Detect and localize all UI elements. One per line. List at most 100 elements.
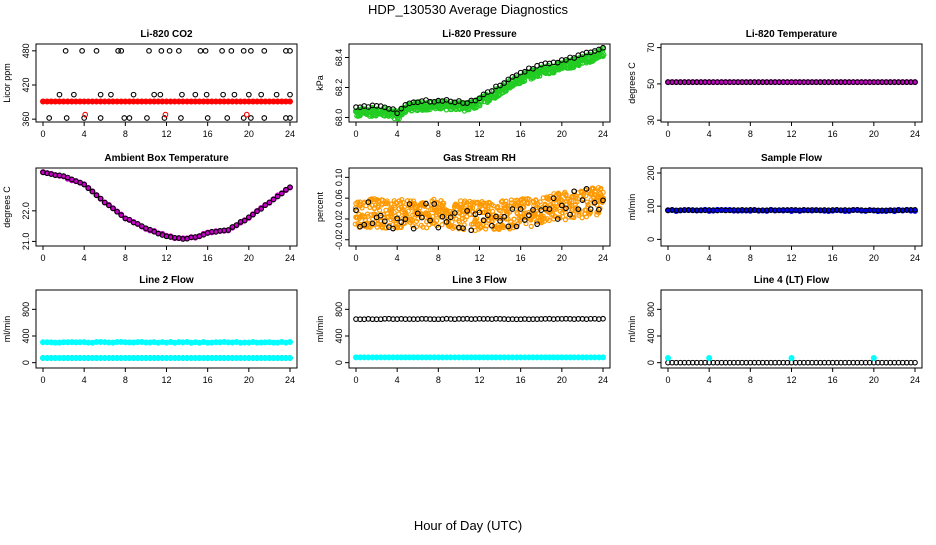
x-tick-label: 20 — [557, 253, 567, 263]
data-point — [81, 181, 88, 188]
data-point — [501, 80, 508, 86]
data-point — [585, 201, 591, 208]
data-point — [562, 206, 568, 213]
data-point — [287, 115, 293, 121]
x-tick-label: 24 — [598, 253, 608, 263]
y-tick-label: 800 — [646, 302, 656, 317]
series-group — [665, 206, 919, 215]
data-point — [579, 215, 585, 221]
data-point — [219, 47, 225, 54]
data-point — [464, 100, 471, 106]
series-group — [665, 79, 919, 86]
data-point — [266, 199, 273, 206]
x-tick-label: 0 — [353, 253, 358, 263]
data-point — [468, 205, 474, 211]
series-group — [40, 338, 293, 361]
data-point — [63, 115, 70, 121]
x-tick-label: 0 — [665, 253, 670, 263]
x-tick-label: 24 — [598, 375, 608, 385]
data-point — [377, 207, 383, 213]
data-point — [571, 55, 578, 61]
data-point — [503, 198, 509, 204]
data-point — [118, 212, 125, 218]
series-line3_flow_points — [353, 315, 606, 323]
data-point — [546, 217, 552, 223]
data-point — [463, 202, 469, 208]
data-point — [192, 91, 199, 98]
data-point — [162, 111, 169, 118]
data-point — [459, 212, 465, 218]
series-pressure_points — [353, 44, 606, 117]
y-axis-label: ml/min — [315, 316, 325, 343]
x-tick-label: 8 — [748, 129, 753, 139]
panel-title: Ambient Box Temperature — [104, 153, 229, 164]
data-point — [179, 91, 185, 98]
data-point — [597, 186, 604, 193]
data-point — [541, 218, 548, 224]
x-tick-label: 20 — [557, 375, 567, 385]
data-point — [513, 72, 520, 79]
data-point — [398, 105, 405, 112]
x-tick-label: 16 — [828, 129, 838, 139]
x-tick-label: 12 — [161, 375, 171, 385]
data-point — [567, 211, 573, 218]
data-point — [261, 115, 268, 121]
data-point — [233, 222, 240, 228]
x-tick-label: 24 — [598, 129, 608, 139]
data-point — [224, 115, 231, 121]
data-point — [530, 207, 536, 213]
data-point — [559, 210, 565, 216]
panel-co2: Li-820 CO2 0 4 8 12 16 20 24 360 420 480 Licor ppm — [2, 29, 298, 139]
data-point — [517, 206, 524, 212]
data-point — [505, 223, 512, 230]
data-point — [576, 207, 583, 213]
data-point — [501, 88, 508, 94]
data-point — [546, 206, 553, 213]
x-tick-label: 8 — [123, 253, 128, 263]
data-point — [493, 213, 499, 220]
data-point — [93, 47, 100, 54]
data-point — [202, 47, 209, 54]
data-point — [554, 204, 560, 210]
data-point — [286, 354, 293, 361]
data-point — [118, 47, 125, 54]
data-point — [388, 210, 394, 216]
data-point — [521, 68, 528, 75]
data-point — [115, 47, 121, 54]
y-tick-label: 21.0 — [21, 233, 31, 251]
data-point — [71, 91, 77, 98]
data-point — [126, 216, 133, 223]
data-point — [434, 218, 440, 224]
y-axis-label: kPa — [315, 75, 325, 91]
data-point — [405, 208, 411, 214]
data-point — [472, 97, 479, 104]
data-point — [600, 189, 606, 196]
y-tick-label: 800 — [334, 302, 344, 317]
y-tick-label: 800 — [21, 302, 31, 317]
data-point — [558, 202, 565, 209]
data-point — [398, 219, 405, 226]
y-tick-label: 30 — [646, 115, 656, 125]
data-point — [483, 226, 489, 232]
panel-title: Li-820 Pressure — [442, 29, 517, 40]
data-point — [563, 205, 569, 212]
x-tick-label: 8 — [123, 129, 128, 139]
data-point — [85, 185, 92, 192]
x-tick-label: 12 — [474, 253, 484, 263]
y-axis-label: ml/min — [627, 316, 637, 343]
data-point — [93, 192, 100, 199]
data-point — [241, 217, 248, 224]
x-tick-label: 0 — [40, 129, 45, 139]
x-tick-label: 8 — [436, 375, 441, 385]
series-licor_temp_points — [665, 79, 918, 85]
x-tick-label: 4 — [82, 253, 87, 263]
data-point — [377, 212, 384, 219]
data-point — [130, 91, 137, 98]
data-point — [228, 47, 235, 54]
data-point — [97, 91, 104, 98]
data-point — [261, 47, 268, 54]
x-tick-label: 0 — [665, 375, 670, 385]
x-tick-label: 8 — [748, 253, 753, 263]
data-point — [402, 216, 409, 222]
